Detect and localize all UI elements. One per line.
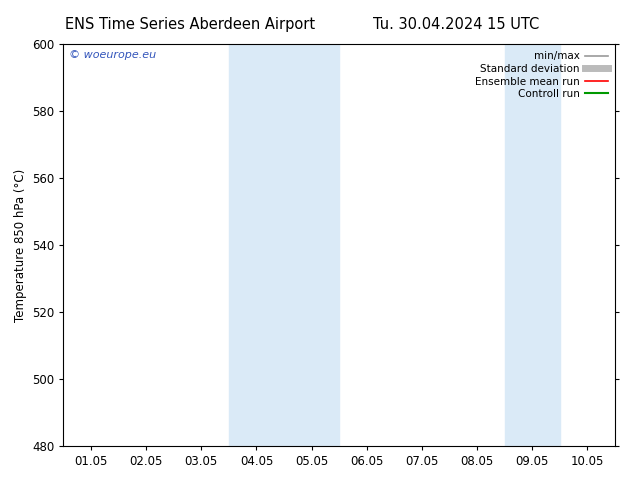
Bar [229, 44, 339, 446]
Y-axis label: Temperature 850 hPa (°C): Temperature 850 hPa (°C) [13, 169, 27, 321]
Text: ENS Time Series Aberdeen Airport: ENS Time Series Aberdeen Airport [65, 17, 315, 32]
Text: Tu. 30.04.2024 15 UTC: Tu. 30.04.2024 15 UTC [373, 17, 540, 32]
Legend: min/max, Standard deviation, Ensemble mean run, Controll run: min/max, Standard deviation, Ensemble me… [473, 49, 610, 101]
Text: © woeurope.eu: © woeurope.eu [69, 50, 156, 60]
Bar [505, 44, 560, 446]
